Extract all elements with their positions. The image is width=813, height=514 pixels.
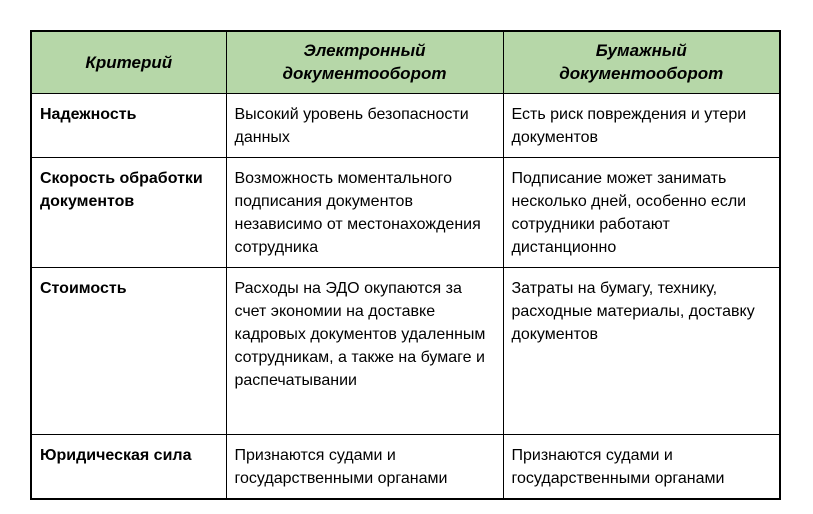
criterion-cell: Скорость обработки документов xyxy=(30,156,227,268)
paper-cell: Есть риск повреждения и утери документов xyxy=(502,92,781,158)
electronic-cell: Высокий уровень безопасности данных xyxy=(225,92,504,158)
header-cell-paper: Бумажный документооборот xyxy=(502,30,781,94)
criterion-cell: Юридическая сила xyxy=(30,433,227,499)
header-cell-criterion: Критерий xyxy=(30,30,227,94)
header-row: Критерий Электронный документооборот Бум… xyxy=(30,30,781,94)
header-cell-electronic: Электронный документооборот xyxy=(225,30,504,94)
table-row: Юридическая сила Признаются судами и гос… xyxy=(30,433,781,499)
electronic-cell: Возможность моментального подписания док… xyxy=(225,156,504,268)
electronic-cell: Признаются судами и государственными орг… xyxy=(225,433,504,499)
paper-cell: Затраты на бумагу, технику, расходные ма… xyxy=(502,266,781,435)
table-row: Стоимость Расходы на ЭДО окупаются за сч… xyxy=(30,266,781,435)
paper-cell: Признаются судами и государственными орг… xyxy=(502,433,781,499)
criterion-cell: Надежность xyxy=(30,92,227,158)
criterion-cell: Стоимость xyxy=(30,266,227,435)
electronic-cell: Расходы на ЭДО окупаются за счет экономи… xyxy=(225,266,504,435)
comparison-table: Критерий Электронный документооборот Бум… xyxy=(30,30,781,500)
table-row: Надежность Высокий уровень безопасности … xyxy=(30,92,781,158)
paper-cell: Подписание может занимать несколько дней… xyxy=(502,156,781,268)
table-header: Критерий Электронный документооборот Бум… xyxy=(30,30,781,94)
table-row: Скорость обработки документов Возможност… xyxy=(30,156,781,268)
